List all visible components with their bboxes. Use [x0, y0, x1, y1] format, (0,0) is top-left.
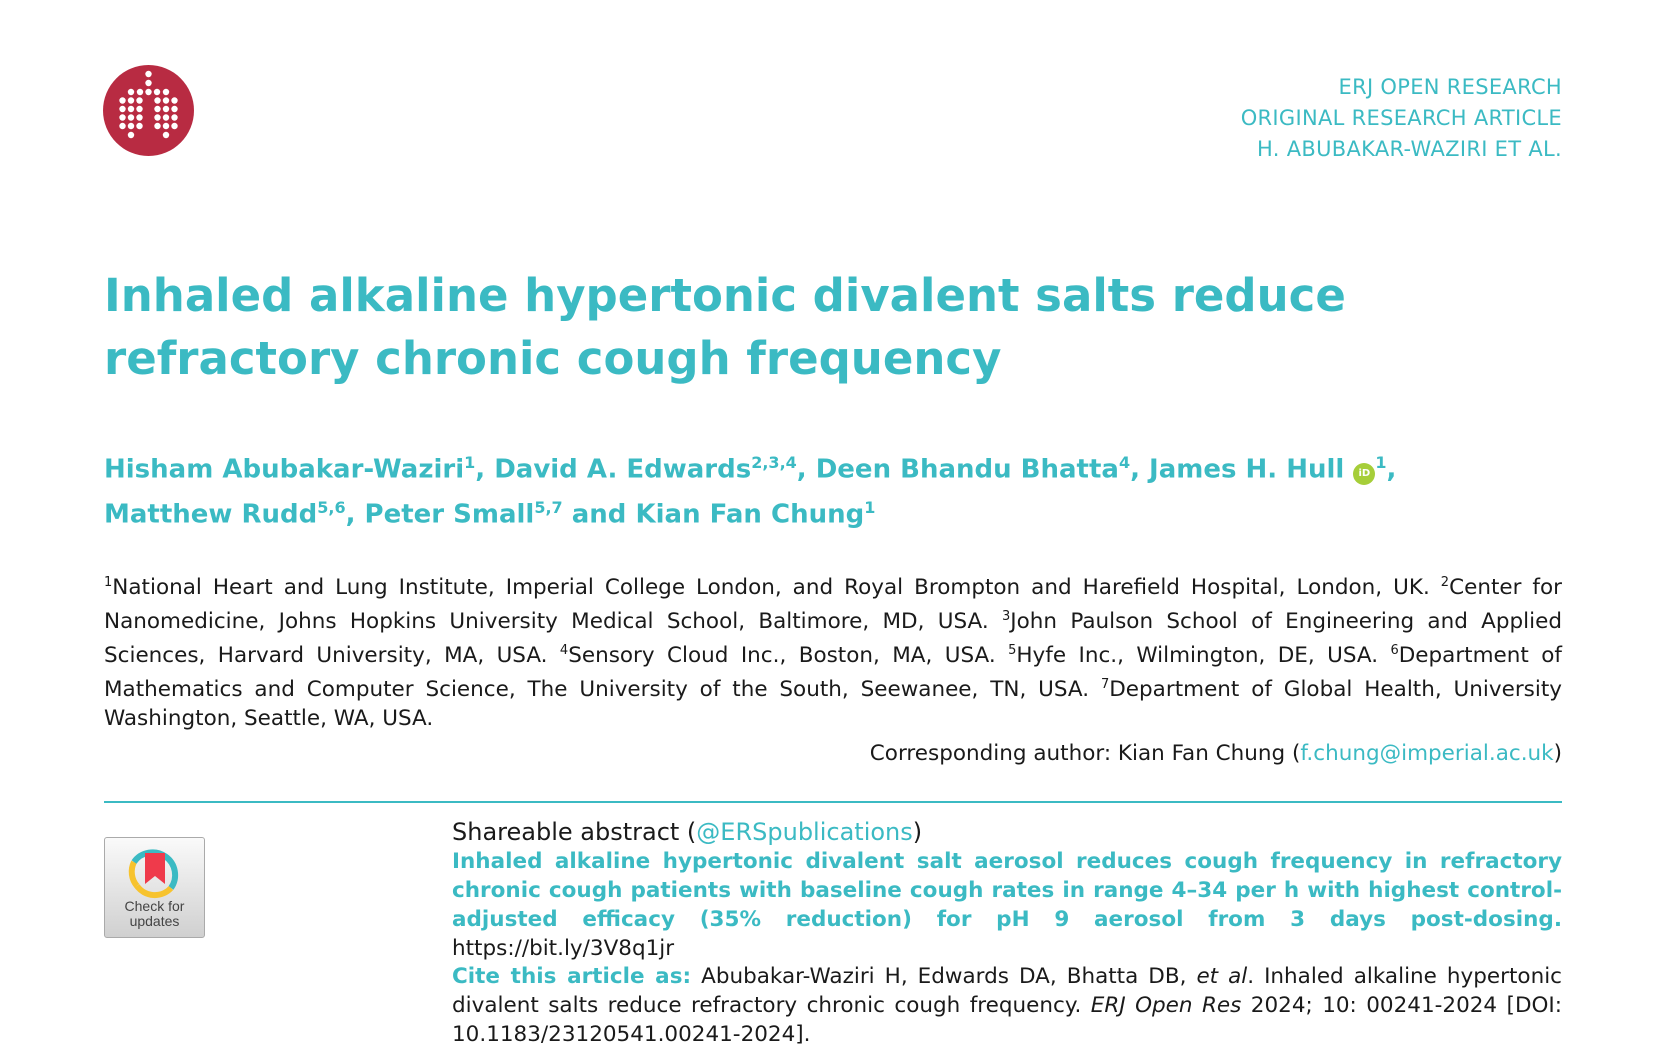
check-for-updates-button[interactable]: Check for updates — [104, 837, 205, 938]
cite-label: Cite this article as: — [452, 964, 692, 989]
orcid-icon[interactable]: iD — [1353, 462, 1376, 485]
affil-number: 4 — [559, 642, 569, 658]
logo-dot — [154, 105, 161, 113]
affil-number: 7 — [1100, 676, 1110, 692]
affiliation: Hyfe Inc., Wilmington, DE, USA. — [1016, 643, 1379, 669]
author[interactable]: Deen Bhandu Bhatta — [815, 454, 1119, 485]
citation: Cite this article as: Abubakar-Waziri H,… — [452, 962, 1562, 1049]
logo-dot — [162, 114, 170, 121]
logo-dot — [119, 105, 126, 113]
running-authors: H. ABUBAKAR-WAZIRI ET AL. — [1257, 137, 1562, 161]
bookmark-ring-icon — [128, 849, 179, 899]
cite-journal: ERJ Open Res — [1090, 993, 1242, 1018]
logo-dot — [162, 97, 170, 104]
affil-number: 2 — [1440, 575, 1450, 590]
logo-dot — [136, 97, 143, 104]
author[interactable]: Hisham Abubakar-Waziri — [104, 454, 465, 485]
affil-ref: 2,3,4 — [751, 453, 797, 472]
logo-dot — [127, 88, 135, 96]
affiliation: John Paulson School of Engineering and A… — [104, 609, 1562, 669]
logo-dot — [154, 114, 161, 121]
affiliation: Department of Mathematics and Computer S… — [104, 643, 1562, 703]
affil-number: 5 — [1008, 642, 1017, 658]
cite-title: . Inhaled alkaline hypertonic divalent s… — [452, 964, 1562, 1018]
email-link[interactable]: f.chung@imperial.ac.uk — [1300, 741, 1554, 766]
shareable-label: Shareable abstract ( — [452, 818, 697, 846]
logo-dot — [136, 122, 143, 130]
logo-dot — [171, 122, 178, 130]
logo-dot — [136, 88, 144, 96]
ers-lung-logo — [103, 65, 194, 156]
logo-dot — [127, 131, 135, 139]
logo-dot — [127, 122, 135, 130]
logo-dot — [154, 97, 161, 104]
cite-details: 2024; 10: 00241-2024 [DOI: 10.1183/23120… — [452, 993, 1563, 1047]
affil-ref: 5,7 — [534, 497, 563, 517]
logo-dot — [154, 122, 161, 130]
affil-ref: 5,6 — [317, 497, 346, 517]
cite-authors: Abubakar-Waziri H, Edwards DA, Bhatta DB… — [701, 964, 1187, 989]
logo-dot — [127, 105, 135, 113]
logo-dot — [153, 88, 161, 96]
logo-dot — [136, 105, 143, 113]
logo-dot — [145, 88, 152, 96]
shareable-text: Inhaled alkaline hypertonic divalent sal… — [452, 849, 1562, 932]
author-list: Hisham Abubakar-Waziri1, David A. Edward… — [104, 453, 1397, 530]
cite-etal: et al — [1196, 964, 1248, 989]
logo-dot — [145, 79, 152, 87]
logo-dot — [162, 122, 170, 130]
author[interactable]: David A. Edwards — [494, 454, 752, 485]
affiliation: Department of Global Health, University … — [104, 677, 1562, 731]
affil-number: 6 — [1390, 642, 1399, 658]
author-and: and — [571, 499, 627, 530]
corresponding-label: Corresponding author: Kian Fan Chung ( — [869, 741, 1301, 766]
journal-name: ERJ OPEN RESEARCH — [1338, 75, 1562, 99]
author[interactable]: Peter Small — [364, 499, 535, 530]
logo-dot — [127, 97, 135, 104]
logo-dot — [119, 114, 126, 121]
logo-dot — [119, 122, 126, 130]
author[interactable]: Matthew Rudd — [104, 499, 318, 530]
affil-ref: 1 — [864, 497, 876, 517]
divider — [104, 801, 1562, 803]
check-for-updates-label: Check for updates — [124, 898, 185, 929]
affil-number: 1 — [104, 575, 113, 590]
corresponding-author: Corresponding author: Kian Fan Chung (f.… — [870, 741, 1562, 766]
affiliation: Sensory Cloud Inc., Boston, MA, USA. — [568, 643, 996, 669]
logo-dot — [136, 114, 143, 121]
author[interactable]: James H. Hull — [1149, 454, 1345, 485]
twitter-handle-link[interactable]: @ERSpublications — [696, 818, 913, 846]
logo-dot — [127, 114, 135, 121]
affil-ref: 1 — [464, 453, 476, 472]
short-link[interactable]: https://bit.ly/3V8q1jr — [452, 936, 675, 961]
logo-dot — [171, 114, 178, 121]
article-title: Inhaled alkaline hypertonic divalent sal… — [104, 269, 1346, 385]
affil-ref: 1 — [1375, 453, 1387, 472]
article-type: ORIGINAL RESEARCH ARTICLE — [1240, 106, 1562, 130]
logo-dot — [145, 70, 152, 78]
affil-ref: 4 — [1118, 453, 1131, 472]
logo-dot — [171, 105, 178, 113]
shareable-close: ) — [912, 818, 923, 846]
affiliation: Center for Nanomedicine, Johns Hopkins U… — [104, 575, 1562, 635]
logo-dot — [162, 88, 170, 96]
shareable-abstract: Shareable abstract (@ERSpublications) In… — [452, 818, 1562, 963]
journal-header: ERJ OPEN RESEARCH ORIGINAL RESEARCH ARTI… — [1241, 72, 1562, 165]
corresponding-close: ) — [1553, 741, 1562, 766]
logo-dot — [171, 97, 178, 104]
logo-dot — [162, 131, 170, 139]
logo-dot — [162, 105, 170, 113]
author[interactable]: Kian Fan Chung — [635, 499, 865, 530]
logo-dot — [119, 97, 126, 104]
affiliation: National Heart and Lung Institute, Imper… — [112, 575, 1430, 601]
affil-number: 3 — [1002, 608, 1011, 624]
affiliations: 1National Heart and Lung Institute, Impe… — [104, 569, 1562, 734]
